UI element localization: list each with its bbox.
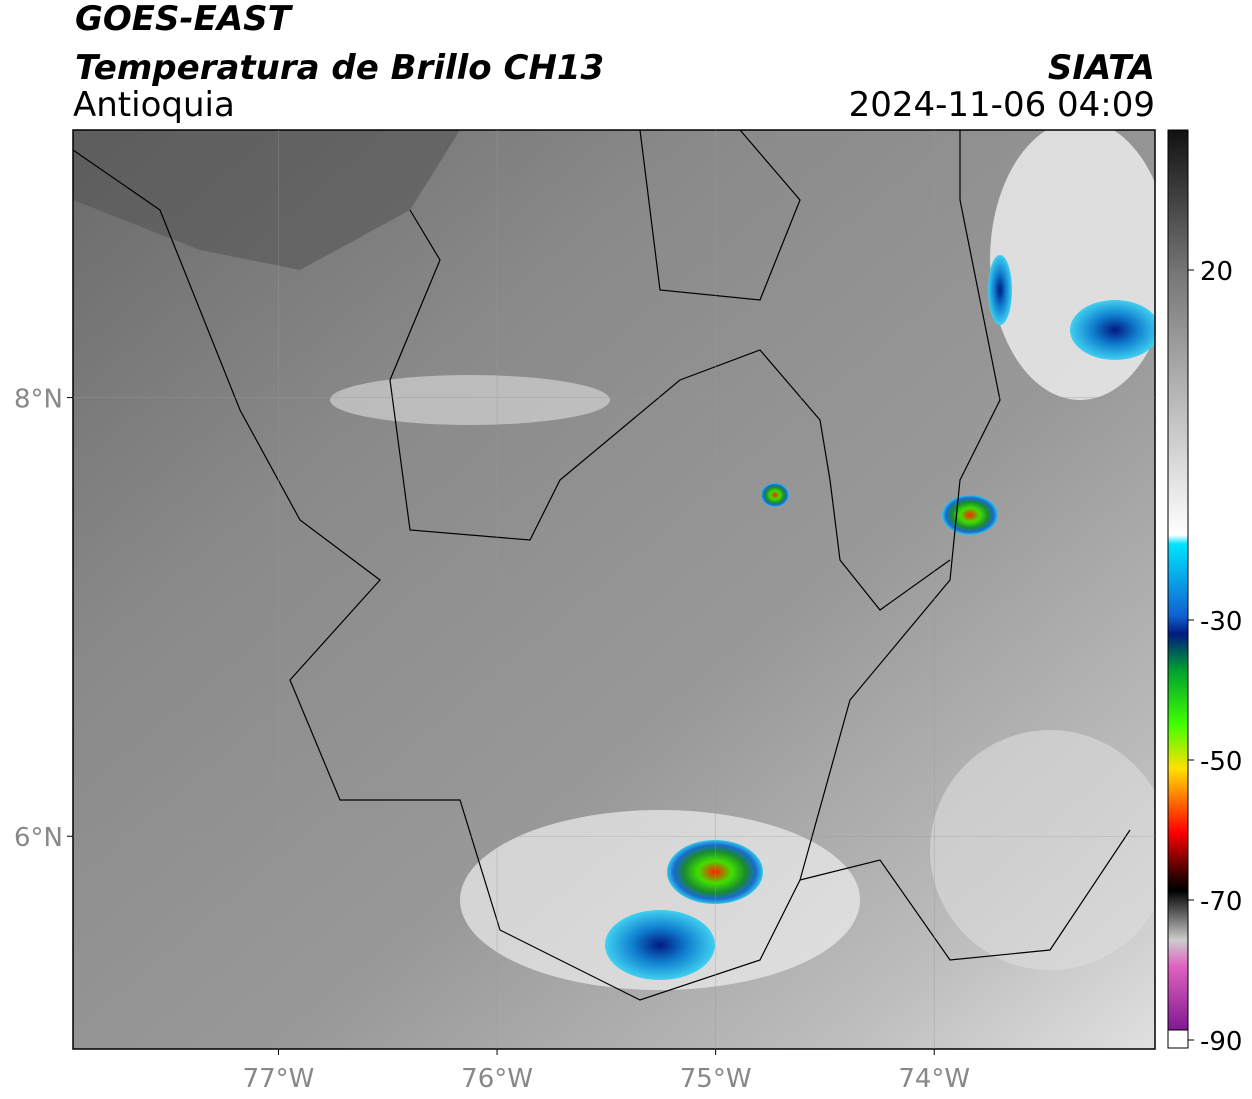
colorbar-under bbox=[1167, 1029, 1189, 1049]
colorbar-label: -70 bbox=[1200, 887, 1242, 917]
x-tick-label: 74°W bbox=[898, 1064, 970, 1094]
colorbar-label: -50 bbox=[1200, 747, 1242, 777]
map-frame bbox=[72, 129, 1156, 1050]
cold-cloud bbox=[988, 255, 1012, 325]
colorbar-label: 20 bbox=[1200, 257, 1233, 287]
cloud bbox=[990, 130, 1155, 400]
convective-cell bbox=[761, 483, 789, 507]
subtitle: Temperatura de Brillo CH13 bbox=[75, 48, 604, 88]
border bbox=[799, 829, 1131, 961]
y-tick-label: 6°N bbox=[14, 823, 63, 853]
border bbox=[389, 209, 951, 611]
title: GOES-EAST bbox=[75, 0, 294, 39]
colorbar-frame bbox=[1167, 129, 1189, 1049]
cloud bbox=[460, 810, 860, 990]
cold-cloud bbox=[1070, 300, 1155, 360]
y-tick-label: 8°N bbox=[14, 385, 63, 415]
border bbox=[73, 130, 1001, 1001]
border bbox=[639, 130, 801, 301]
x-tick-label: 75°W bbox=[680, 1064, 752, 1094]
x-tick-label: 76°W bbox=[461, 1064, 533, 1094]
colorbar-label: -90 bbox=[1200, 1027, 1242, 1057]
colorbar bbox=[1168, 130, 1188, 1030]
x-tick-label: 77°W bbox=[243, 1064, 315, 1094]
cloud bbox=[930, 730, 1155, 970]
map-image bbox=[73, 130, 1155, 1049]
region: Antioquia bbox=[73, 85, 235, 125]
colorbar-label: -30 bbox=[1200, 607, 1242, 637]
source: SIATA bbox=[1048, 48, 1155, 88]
cold-cloud bbox=[605, 910, 715, 980]
convective-cell bbox=[667, 840, 763, 904]
datetime: 2024-11-06 04:09 bbox=[849, 85, 1155, 125]
convective-cell bbox=[942, 495, 998, 535]
cloud bbox=[330, 375, 610, 425]
